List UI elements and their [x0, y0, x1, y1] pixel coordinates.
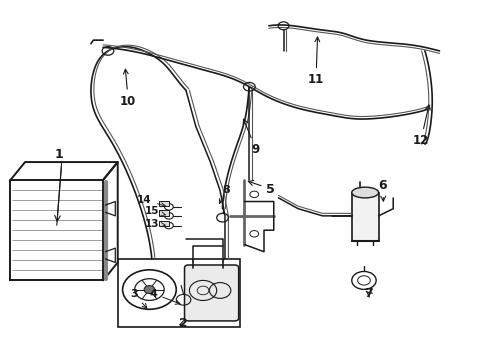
Text: 12: 12 — [412, 105, 429, 147]
Text: 2: 2 — [178, 317, 187, 330]
Circle shape — [144, 285, 155, 293]
Text: 9: 9 — [243, 119, 260, 156]
Text: 6: 6 — [378, 179, 386, 201]
Bar — [159, 221, 168, 226]
Bar — [159, 201, 168, 206]
Bar — [159, 211, 168, 216]
Text: 5: 5 — [248, 181, 275, 195]
Text: 7: 7 — [363, 287, 372, 300]
Text: 14: 14 — [137, 195, 165, 207]
Text: 11: 11 — [307, 37, 324, 86]
Text: 8: 8 — [219, 185, 230, 203]
FancyBboxPatch shape — [184, 265, 238, 321]
Ellipse shape — [351, 187, 378, 198]
Text: 1: 1 — [55, 148, 63, 161]
Text: 3: 3 — [130, 289, 146, 308]
Text: 15: 15 — [144, 206, 165, 216]
Bar — [351, 193, 378, 241]
Text: 4: 4 — [149, 289, 180, 304]
Text: 13: 13 — [144, 219, 165, 229]
Bar — [118, 259, 239, 327]
Text: 10: 10 — [120, 69, 136, 108]
